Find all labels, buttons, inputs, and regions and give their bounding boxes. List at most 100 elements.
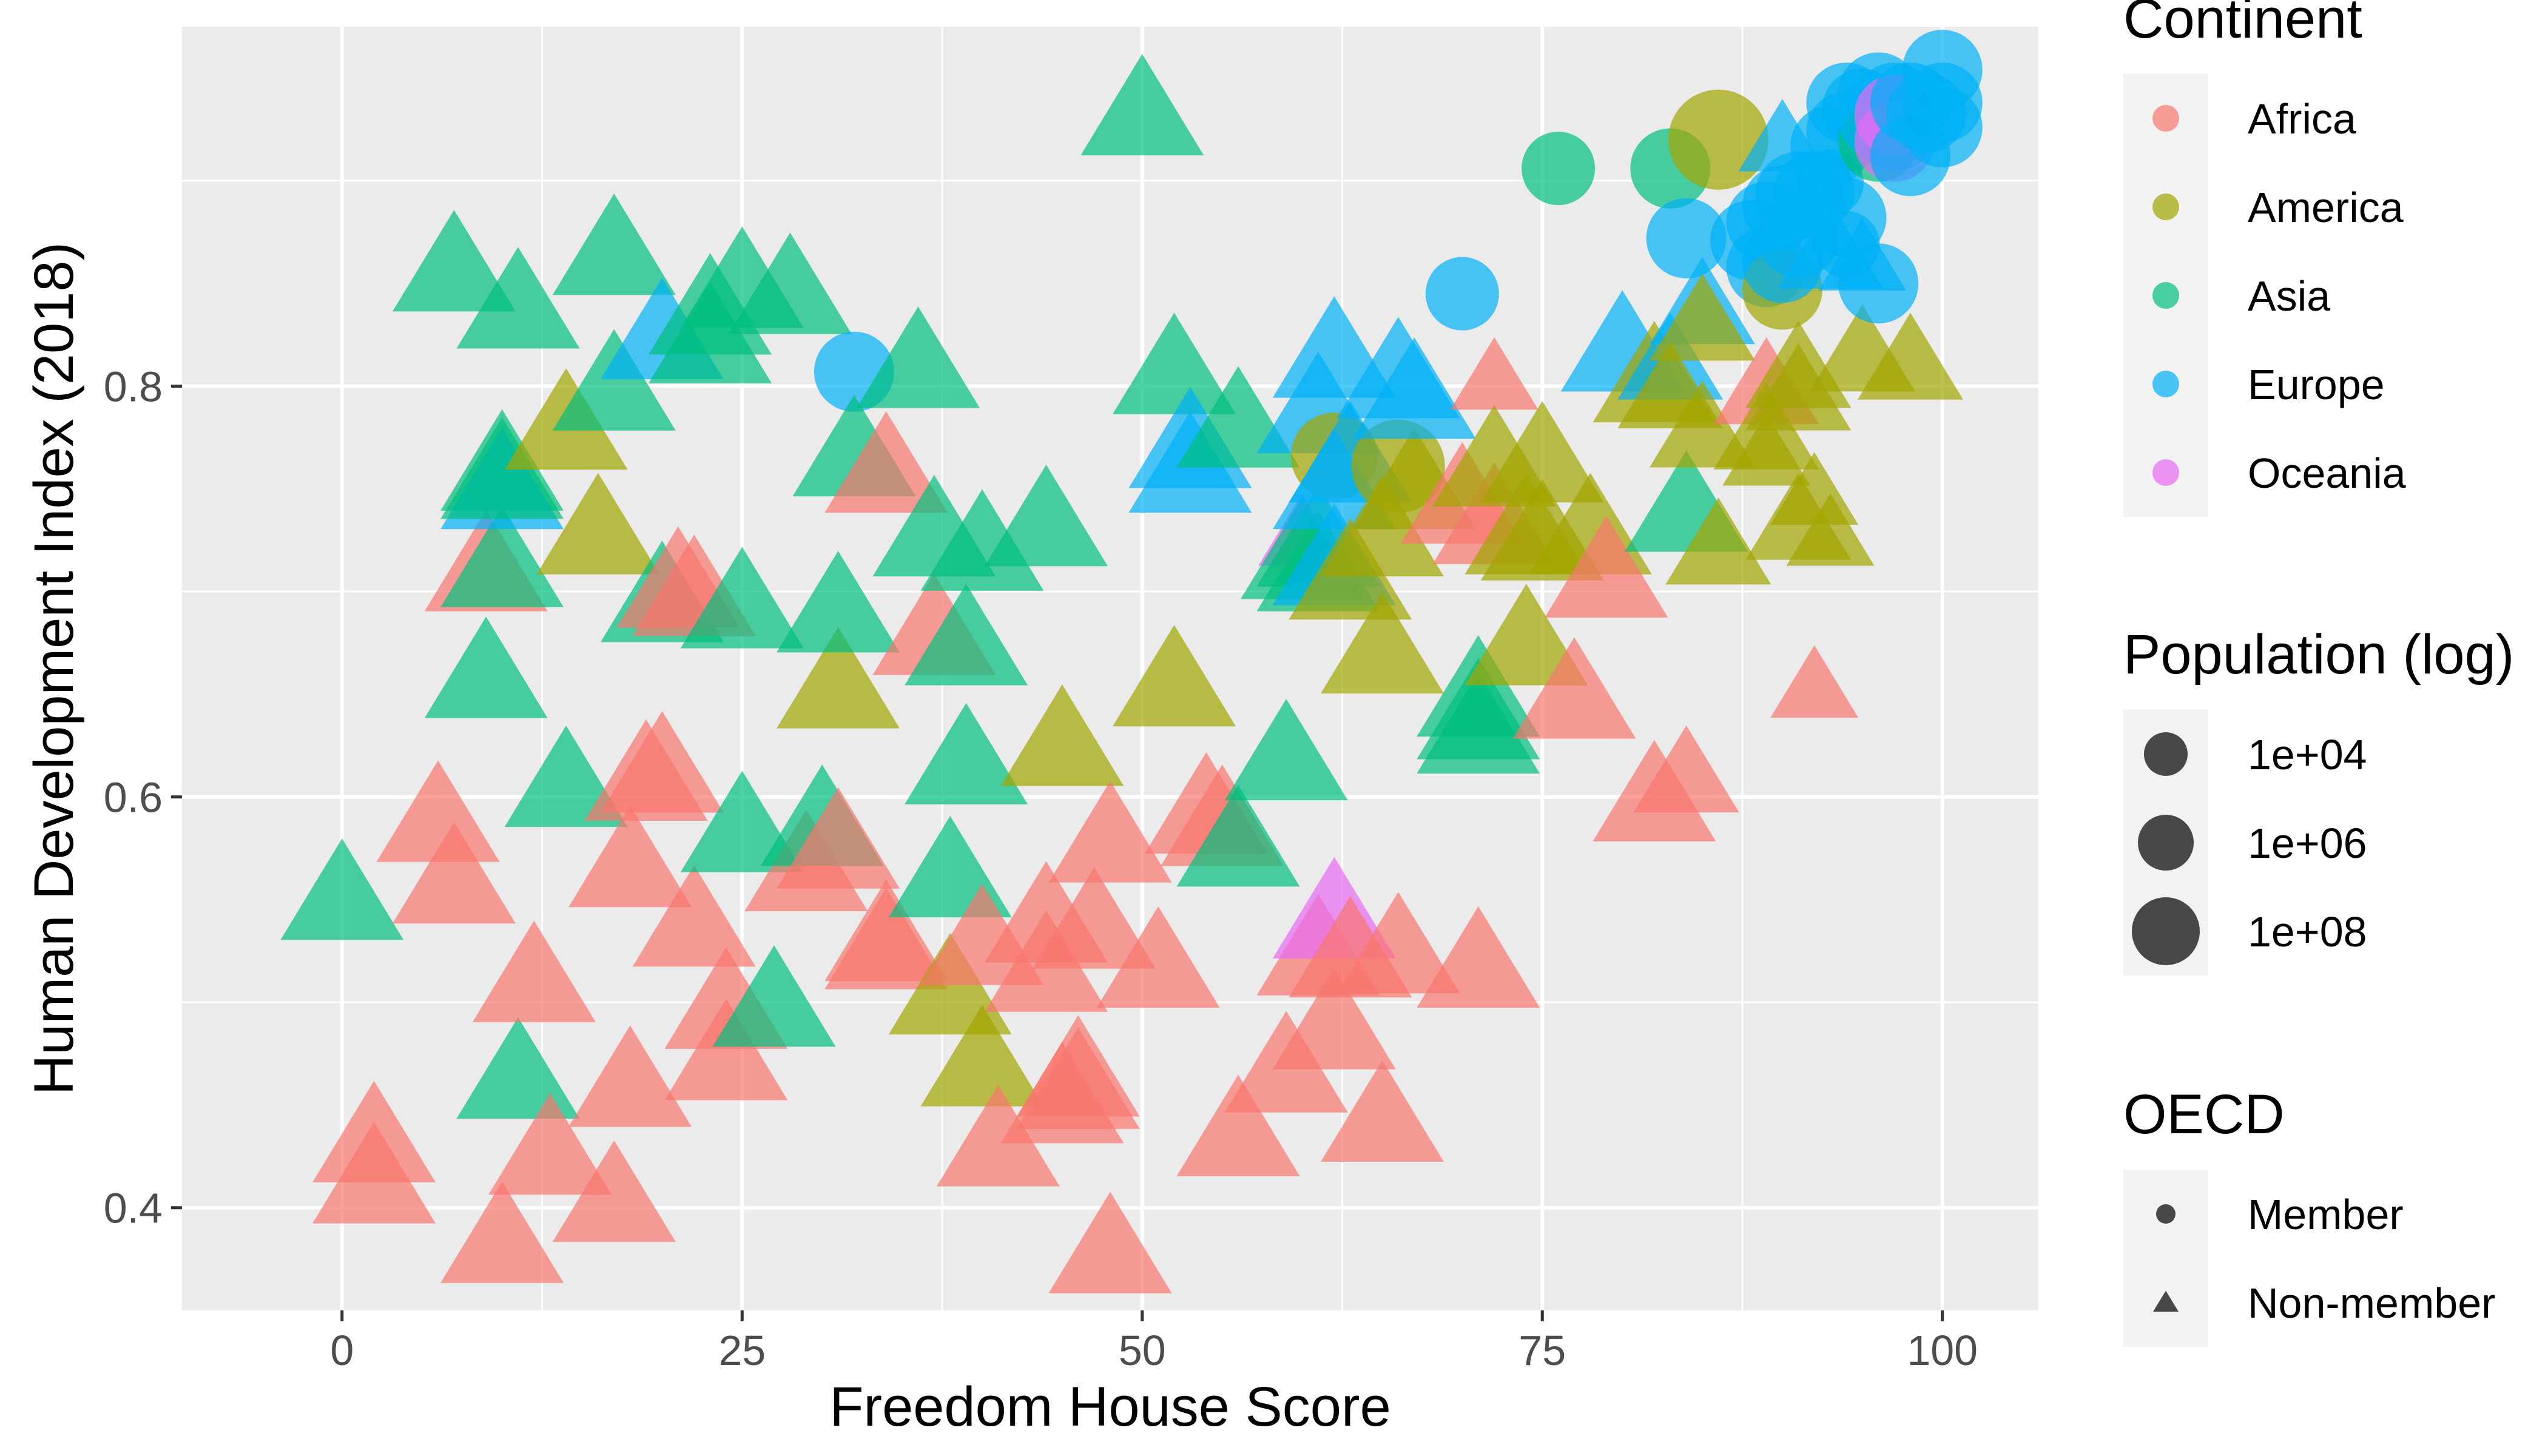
legend-population-entries: 1e+04 1e+06 1e+08 — [2132, 731, 2367, 965]
data-point — [600, 711, 724, 813]
data-point — [1722, 413, 1811, 486]
data-point — [1665, 497, 1771, 585]
legend-population-swatch — [2138, 815, 2194, 871]
data-point — [440, 505, 564, 607]
data-points — [280, 30, 1983, 1293]
data-point — [1480, 401, 1604, 503]
legend-oecd-label: Non-member — [2248, 1279, 2495, 1327]
legend-oecd-entries: Member Non-member — [2152, 1191, 2495, 1327]
data-point — [1352, 337, 1476, 439]
data-point — [456, 1017, 580, 1119]
data-point — [712, 945, 836, 1047]
data-point — [1858, 312, 1963, 400]
y-axis: 0.4 0.6 0.8 — [104, 363, 182, 1232]
data-point — [985, 464, 1108, 567]
x-tick-label: 0 — [330, 1327, 354, 1374]
data-point — [392, 210, 516, 312]
data-point — [824, 888, 948, 989]
data-point — [1336, 892, 1460, 994]
data-point — [552, 1140, 676, 1242]
y-axis-title: Human Development Index (2018) — [23, 242, 85, 1095]
data-point — [1048, 1191, 1172, 1293]
data-point — [777, 627, 900, 729]
data-point — [1320, 1060, 1444, 1162]
data-point — [1668, 89, 1768, 190]
x-tick-label: 25 — [718, 1327, 766, 1374]
y-tick-label: 0.6 — [104, 774, 163, 821]
data-point — [1080, 53, 1204, 156]
legend-continent-label: Europe — [2248, 361, 2385, 408]
data-point — [1016, 1027, 1140, 1129]
data-point — [728, 232, 852, 334]
data-point — [1450, 337, 1539, 410]
legend-continent-swatch — [2152, 105, 2179, 132]
x-tick-label: 50 — [1119, 1327, 1166, 1374]
data-point — [376, 760, 500, 862]
data-point — [936, 1085, 1060, 1187]
data-point — [488, 1093, 612, 1195]
legend-continent-label: America — [2248, 184, 2404, 231]
data-point — [1113, 312, 1236, 414]
legend-continent-label: Oceania — [2248, 450, 2406, 497]
legend-population-swatch — [2144, 732, 2188, 776]
data-point — [680, 547, 804, 649]
legend-continent-swatch — [2152, 459, 2179, 486]
data-point — [456, 247, 580, 349]
data-point — [1545, 516, 1668, 618]
data-point — [1425, 257, 1499, 331]
data-point — [1650, 274, 1755, 361]
data-point — [1000, 684, 1124, 786]
legend-population: Population (log) 1e+04 1e+06 1e+08 — [2123, 624, 2514, 976]
legend-continent-swatch — [2152, 371, 2179, 397]
legend-oecd-key-background — [2123, 1170, 2208, 1347]
data-point — [552, 194, 676, 295]
legend-oecd: OECD Member Non-member — [2123, 1084, 2495, 1347]
data-point — [632, 865, 756, 967]
data-point — [1786, 493, 1875, 566]
y-tick-label: 0.8 — [104, 363, 163, 410]
data-point — [920, 1005, 1044, 1107]
data-point — [824, 411, 948, 513]
y-tick-label: 0.4 — [104, 1185, 163, 1232]
data-point — [536, 473, 660, 575]
data-point — [664, 999, 788, 1100]
x-tick-label: 100 — [1907, 1327, 1978, 1374]
data-point — [1512, 637, 1636, 739]
data-point — [472, 920, 596, 1022]
legend-population-title: Population (log) — [2123, 624, 2514, 686]
data-point — [440, 417, 564, 519]
data-point — [280, 838, 404, 940]
data-point — [1745, 343, 1852, 431]
data-point — [1224, 698, 1348, 801]
legend-oecd-swatch — [2156, 1204, 2176, 1224]
legend-oecd-title: OECD — [2123, 1084, 2285, 1145]
x-axis-title: Freedom House Score — [829, 1376, 1391, 1438]
data-point — [312, 1122, 436, 1224]
legend-continent-swatch — [2152, 194, 2179, 220]
data-point — [1417, 672, 1540, 774]
legend-population-label: 1e+04 — [2248, 731, 2367, 778]
data-point — [777, 551, 900, 653]
data-point — [1417, 906, 1540, 1008]
data-point — [856, 306, 980, 408]
data-point — [1113, 625, 1236, 727]
data-point — [1838, 243, 1919, 324]
legend-continent-swatch — [2152, 282, 2179, 309]
legend-oecd-swatch — [2152, 1290, 2179, 1312]
legend-oecd-label: Member — [2248, 1191, 2404, 1238]
data-point — [568, 1025, 692, 1127]
data-point — [552, 329, 676, 431]
data-point — [1633, 725, 1739, 813]
legend-population-swatch — [2132, 897, 2200, 965]
data-point — [392, 822, 516, 924]
data-point — [440, 1181, 564, 1283]
data-point — [1176, 785, 1300, 887]
data-point — [1272, 968, 1396, 1070]
data-point — [1033, 867, 1156, 969]
data-point — [1902, 87, 1983, 167]
legend-continent: Continent Africa America Asia Europe Oceania — [2123, 0, 2406, 517]
data-point — [1048, 781, 1172, 883]
legend-continent-title: Continent — [2123, 0, 2362, 50]
data-point — [1176, 1074, 1300, 1176]
data-point — [1522, 132, 1596, 206]
